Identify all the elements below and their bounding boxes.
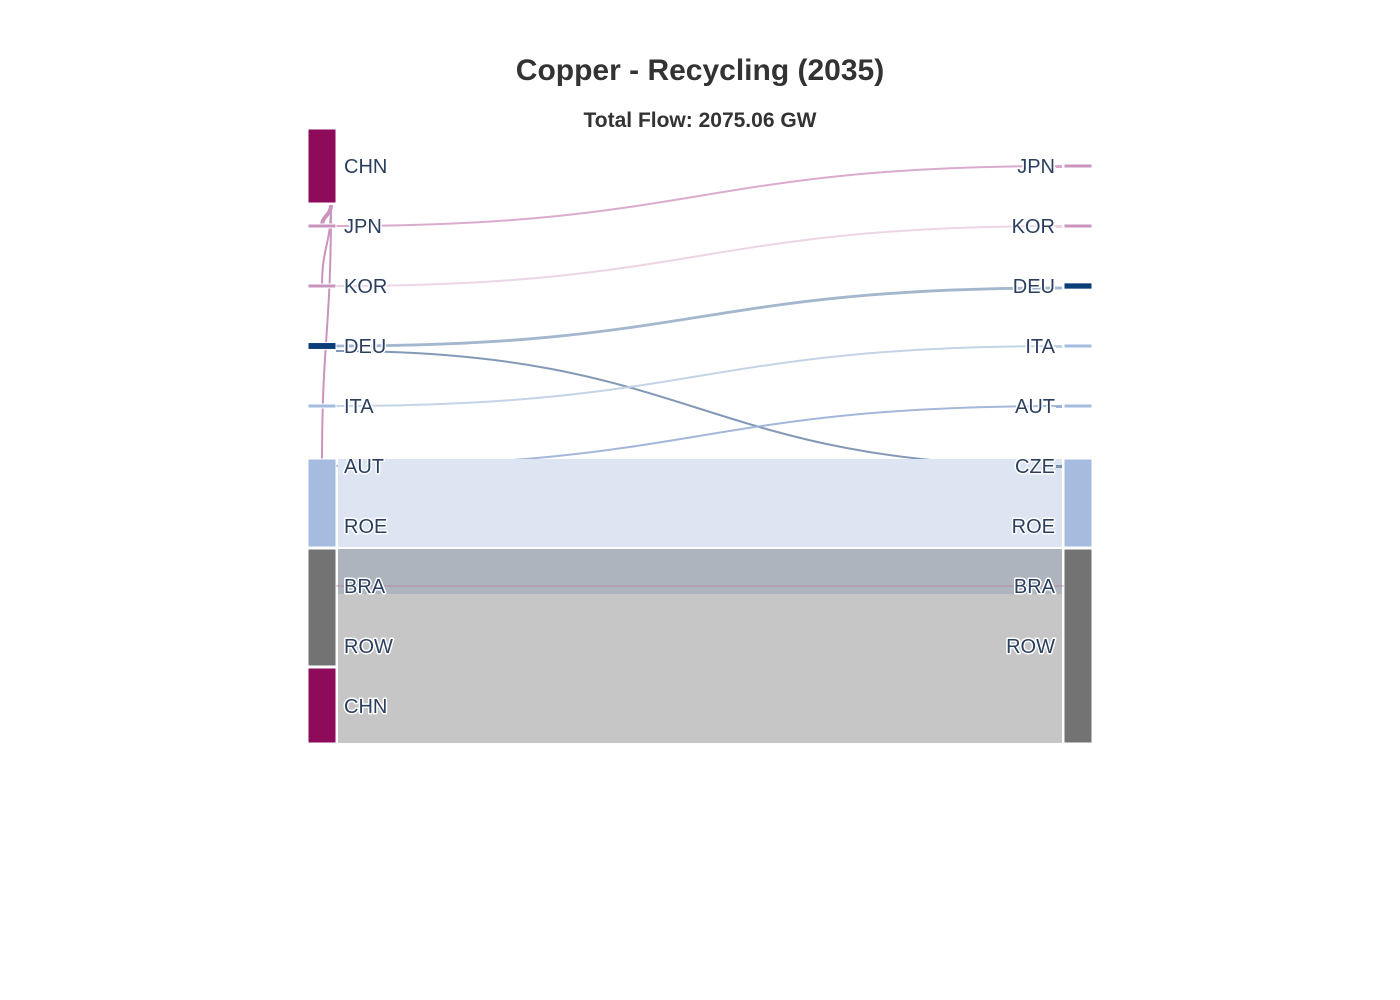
source-node-deu[interactable]	[307, 342, 337, 350]
target-tick-ita	[1056, 345, 1062, 348]
source-node-jpn[interactable]	[307, 223, 337, 229]
target-label-aut: AUT	[1015, 396, 1055, 418]
target-tick-kor	[1056, 225, 1062, 228]
target-node-ita[interactable]	[1063, 343, 1093, 349]
source-node-kor[interactable]	[307, 283, 337, 289]
target-tick-cze	[1056, 465, 1062, 468]
chart-subtitle: Total Flow: 2075.06 GW	[584, 109, 817, 132]
source-label-bra: BRA	[344, 576, 386, 598]
chart-title: Copper - Recycling (2035)	[516, 54, 884, 87]
source-node-chn[interactable]	[307, 667, 337, 744]
source-node-chn[interactable]	[307, 128, 337, 204]
band-separator	[338, 547, 1062, 549]
source-label-kor: KOR	[344, 276, 387, 298]
source-label-roe: ROE	[344, 516, 387, 538]
source-node-roe[interactable]	[307, 458, 337, 548]
source-label-jpn: JPN	[344, 216, 382, 238]
target-label-row: ROW	[1006, 636, 1055, 658]
source-label-deu: DEU	[344, 336, 386, 358]
source-label-ita: ITA	[344, 396, 374, 418]
sankey-link-deu-deu	[335, 286, 1063, 348]
source-label-chn: CHN	[344, 696, 387, 718]
target-node-deu[interactable]	[1063, 282, 1093, 290]
target-node-jpn[interactable]	[1063, 163, 1093, 169]
source-node-bra[interactable]	[307, 548, 337, 667]
sankey-link-chn-aut	[321, 204, 332, 467]
target-label-ita: ITA	[1025, 336, 1055, 358]
sankey-link-jpn-jpn	[335, 165, 1063, 227]
target-label-kor: KOR	[1012, 216, 1055, 238]
sankey-link-bra-bra	[338, 549, 1062, 594]
target-tick-aut	[1056, 405, 1062, 408]
target-label-deu: DEU	[1013, 276, 1055, 298]
nodes-layer	[307, 128, 1093, 744]
source-label-row: ROW	[344, 636, 393, 658]
sankey-link-row-row	[338, 594, 1062, 669]
sankey-link-aut-aut	[335, 405, 1063, 467]
source-node-ita[interactable]	[307, 403, 337, 409]
target-label-roe: ROE	[1012, 516, 1055, 538]
target-label-cze: CZE	[1015, 456, 1055, 478]
sankey-link-roe-roe	[338, 459, 1062, 547]
sankey-link-chn2-row	[338, 669, 1062, 743]
sankey-link-ita-ita	[335, 345, 1063, 407]
target-node-kor[interactable]	[1063, 223, 1093, 229]
target-node-aut[interactable]	[1063, 403, 1093, 409]
target-label-bra: BRA	[1014, 576, 1056, 598]
links-layer	[320, 165, 1064, 743]
target-label-jpn: JPN	[1017, 156, 1055, 178]
target-node-row[interactable]	[1063, 548, 1093, 744]
source-label-aut: AUT	[344, 456, 384, 478]
sankey-link-kor-kor	[335, 225, 1063, 287]
source-label-chn: CHN	[344, 156, 387, 178]
labels-layer: CHN JPN KOR DEU ITA AUT ROE BRA ROW CHN JPN KOR DEU I…	[343, 155, 1058, 720]
target-tick-jpn	[1056, 165, 1062, 168]
target-node-roe[interactable]	[1063, 458, 1093, 548]
